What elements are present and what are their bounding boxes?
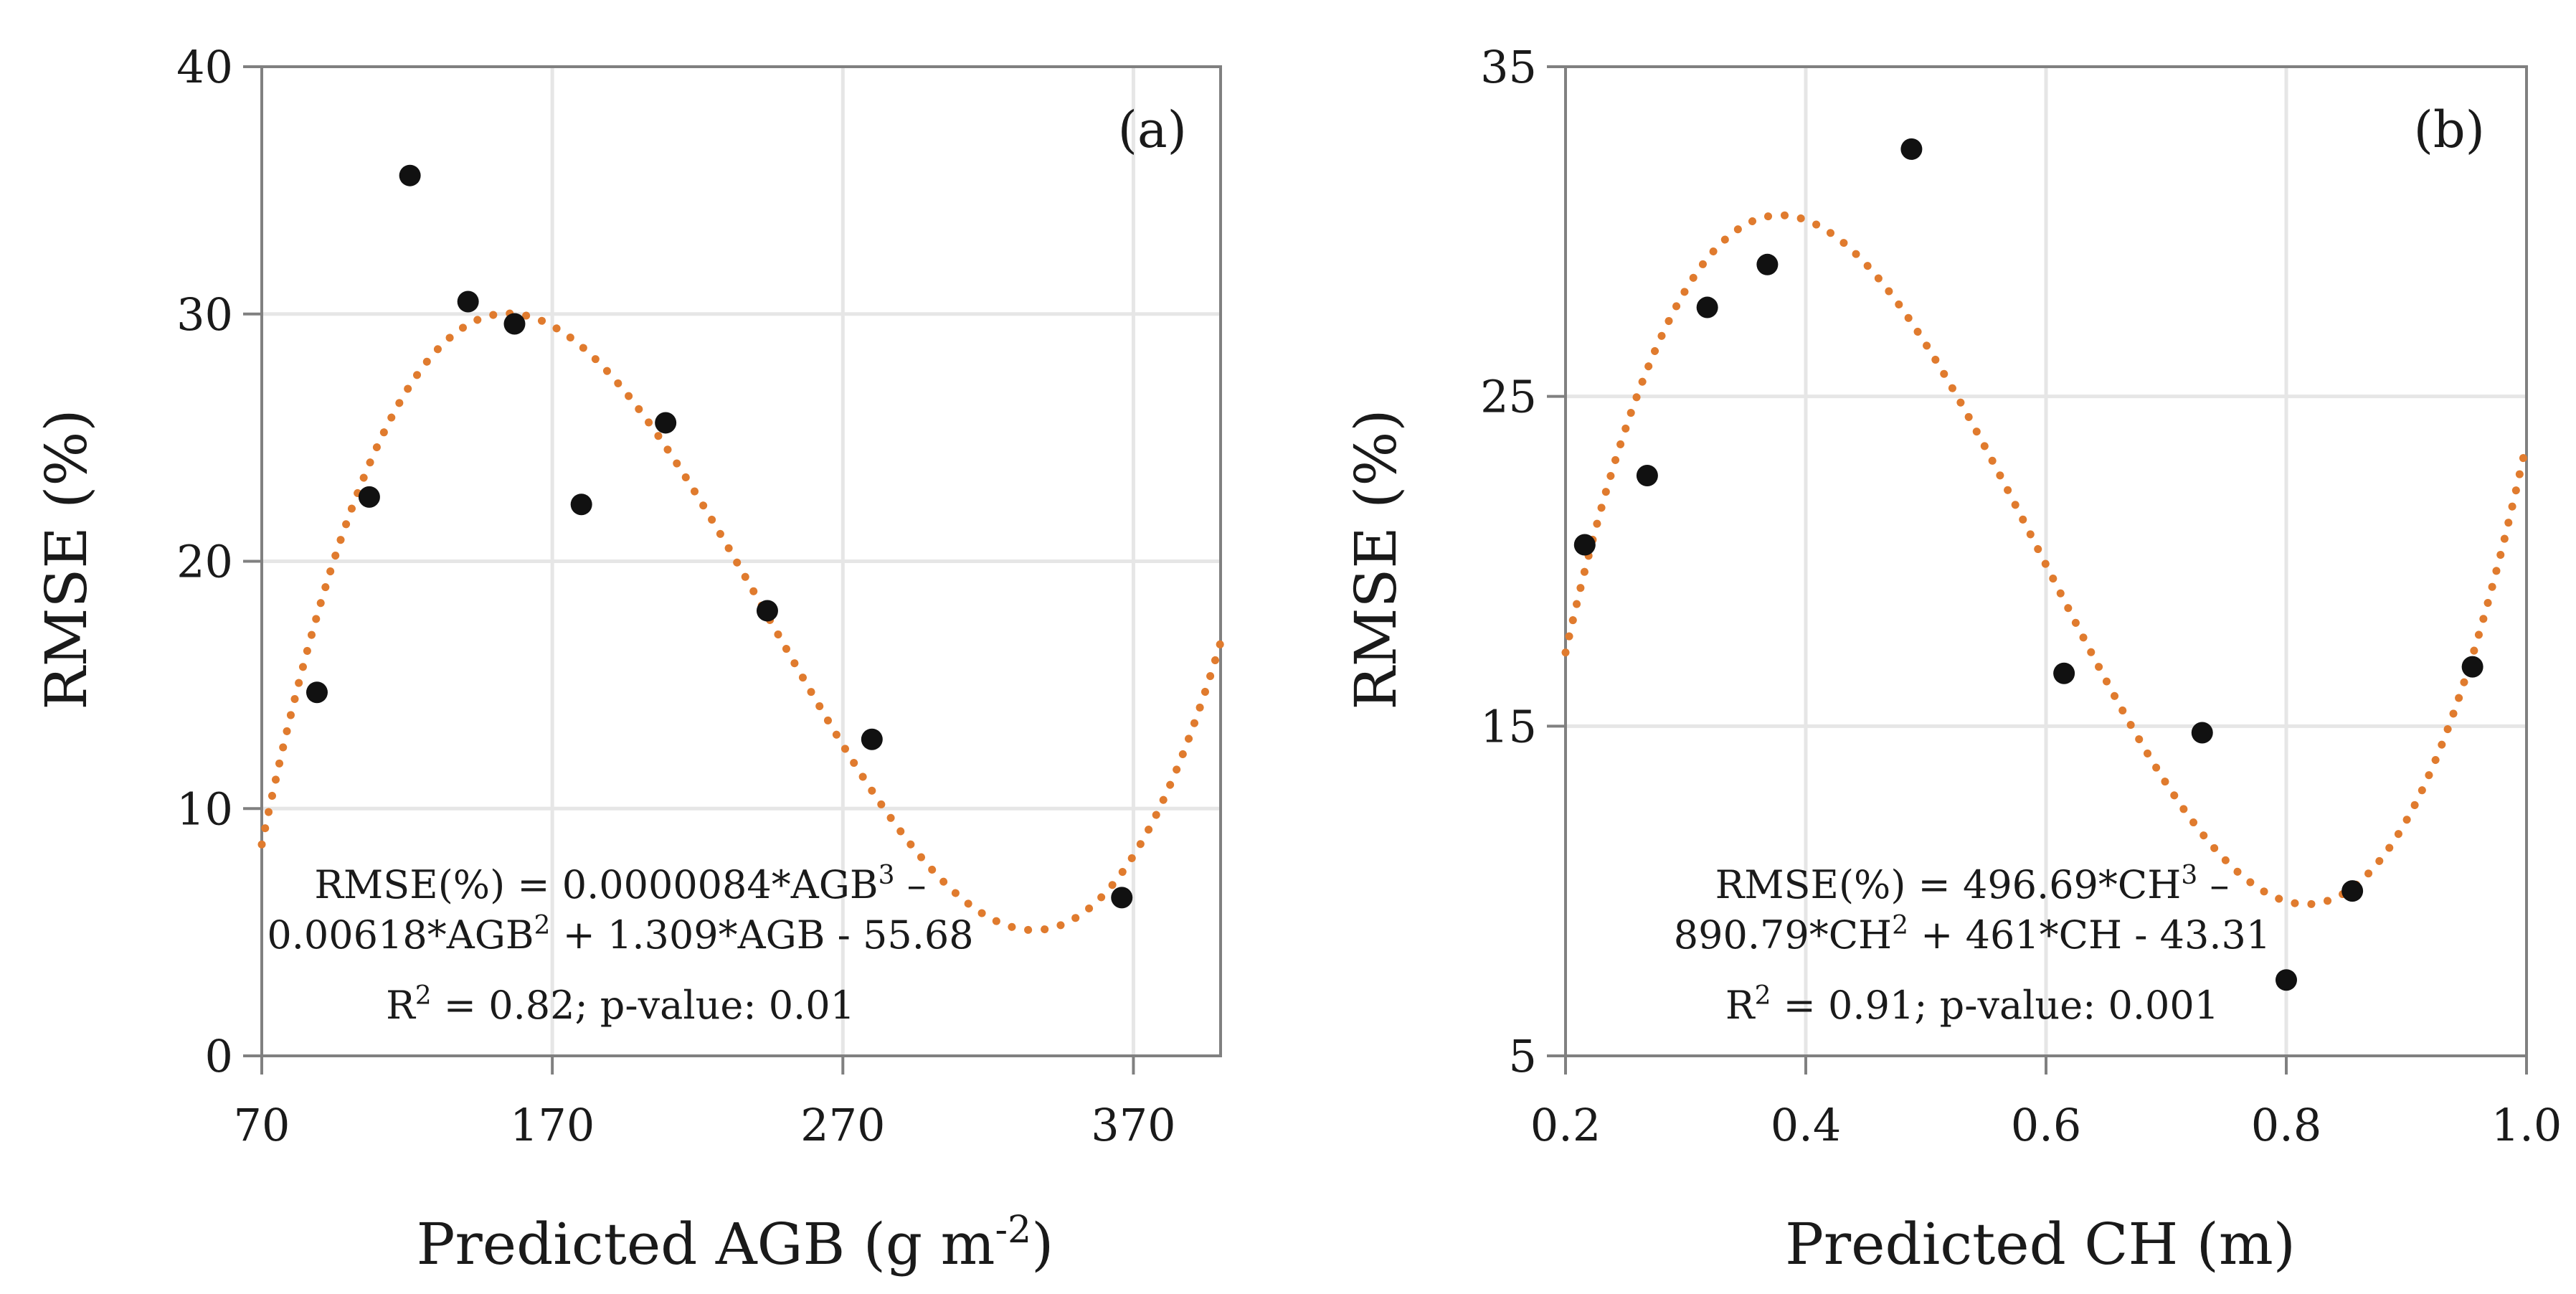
x-axis-label-text: Predicted CH (m) (1785, 1211, 2296, 1278)
x-tick-label: 0.2 (1530, 1099, 1601, 1151)
equation-text: 0.00618*AGB (267, 912, 534, 958)
data-point (306, 681, 328, 704)
equation-line-2: 0.00618*AGB2 + 1.309*AGB - 55.68 (267, 911, 973, 958)
y-tick-label: 10 (176, 783, 233, 835)
x-tick-label: 0.4 (1771, 1099, 1842, 1151)
y-tick-label: 30 (176, 288, 233, 341)
trend-line (1561, 211, 2531, 909)
panel-a: 0 10 20 30 40 70 170 270 370 (a) RMSE(%) = 0.00000… (33, 41, 1225, 1278)
equation-line-1: RMSE(%) = 496.69*CH3 – (1715, 861, 2230, 907)
stats-text: = 0.91; p-value: 0.001 (1771, 983, 2219, 1028)
y-tick-label: 15 (1480, 700, 1537, 752)
x-axis-label-text: ) (1031, 1211, 1053, 1278)
y-tick-label: 40 (176, 41, 233, 93)
data-point (1573, 534, 1596, 556)
data-point (399, 164, 421, 186)
data-point (503, 313, 526, 335)
x-tick-label: 270 (800, 1099, 885, 1151)
x-tick-label: 1.0 (2491, 1099, 2562, 1151)
data-point (457, 291, 479, 313)
data-point (1696, 296, 1718, 318)
data-point (756, 600, 778, 622)
data-point (1900, 138, 1923, 160)
equation-text: + 461*CH - 43.31 (1908, 912, 2270, 958)
x-axis-label: Predicted AGB (g m-2) (417, 1209, 1054, 1278)
equation-line-2: 890.79*CH2 + 461*CH - 43.31 (1674, 911, 2271, 958)
data-point (2276, 969, 2297, 991)
equation-text: 890.79*CH (1674, 912, 1892, 958)
equation-superscript: 2 (534, 911, 551, 940)
x-tick-label: 170 (510, 1099, 595, 1151)
data-point (2341, 880, 2364, 902)
x-axis-label-superscript: -2 (995, 1209, 1031, 1252)
stats-text: R (386, 983, 416, 1028)
equation-text: RMSE(%) = 0.0000084*AGB (314, 862, 878, 907)
data-point (655, 412, 677, 434)
y-axis-label: RMSE (%) (1343, 409, 1409, 709)
x-axis-label: Predicted CH (m) (1785, 1211, 2296, 1278)
x-tick-label: 70 (234, 1099, 290, 1151)
fit-statistics: R2 = 0.91; p-value: 0.001 (1725, 981, 2219, 1028)
stats-superscript: 2 (415, 981, 432, 1011)
data-point (2053, 662, 2075, 684)
data-point (861, 728, 883, 750)
x-axis-label-text: Predicted AGB (g m (417, 1211, 995, 1278)
equation-superscript: 2 (1892, 911, 1908, 940)
x-tick-label: 0.8 (2251, 1099, 2322, 1151)
data-point (2461, 656, 2483, 678)
stats-text: = 0.82; p-value: 0.01 (432, 983, 855, 1028)
x-tick-label: 370 (1091, 1099, 1175, 1151)
stats-text: R (1725, 983, 1756, 1028)
equation-text: RMSE(%) = 496.69*CH (1715, 862, 2182, 907)
equation-superscript: 3 (879, 861, 895, 890)
y-tick-label: 5 (1509, 1030, 1537, 1082)
equation-text: – (894, 862, 926, 907)
fit-statistics: R2 = 0.82; p-value: 0.01 (386, 981, 855, 1028)
data-point (1756, 253, 1779, 275)
trend-line (257, 309, 1225, 935)
equation-text: – (2197, 862, 2229, 907)
data-point (570, 493, 592, 516)
x-tick-label: 0.6 (2011, 1099, 2082, 1151)
stats-superscript: 2 (1755, 981, 1771, 1011)
data-point (1111, 887, 1133, 909)
data-point (358, 486, 380, 508)
equation-line-1: RMSE(%) = 0.0000084*AGB3 – (314, 861, 926, 907)
y-tick-label: 20 (176, 536, 233, 588)
equation-text: + 1.309*AGB - 55.68 (550, 912, 973, 958)
y-tick-label: 35 (1480, 41, 1537, 93)
data-point (1636, 464, 1658, 486)
panel-label: (a) (1118, 100, 1187, 159)
equation-superscript: 3 (2181, 861, 2197, 890)
panel-b: 5 15 25 35 0.2 0.4 0.6 0.8 1.0 (b) RMSE(%) = 496.6… (1343, 41, 2562, 1278)
y-axis-label: RMSE (%) (33, 409, 100, 709)
y-tick-label: 0 (205, 1030, 233, 1082)
panel-label: (b) (2414, 100, 2485, 159)
y-tick-label: 25 (1480, 371, 1537, 423)
data-point (2191, 722, 2213, 744)
